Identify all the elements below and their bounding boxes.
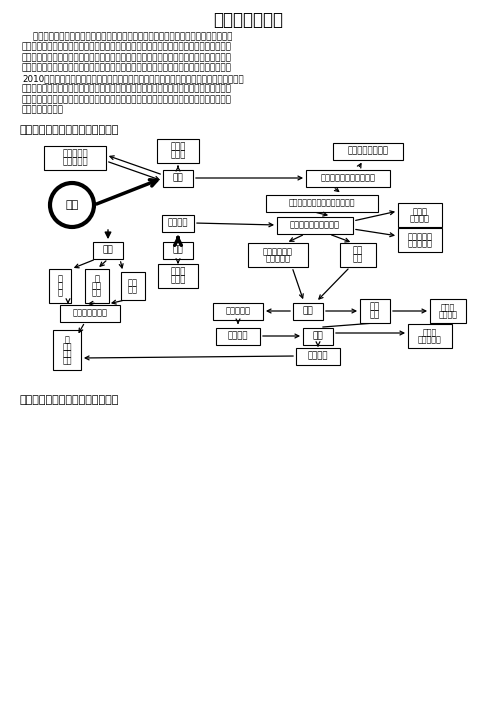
- Text: 恒星年: 恒星年: [170, 275, 186, 284]
- Text: 地面高度: 地面高度: [308, 352, 328, 361]
- Text: 相绝: 相绝: [62, 356, 72, 365]
- Bar: [277, 216, 353, 234]
- Text: 一、各种地理计算之间的知识网络: 一、各种地理计算之间的知识网络: [20, 125, 120, 135]
- Text: 对高: 对高: [62, 349, 72, 358]
- Text: 自转: 自转: [173, 173, 184, 183]
- Text: 中心对称点的计算: 中心对称点的计算: [348, 147, 388, 156]
- Bar: [49, 269, 71, 303]
- Text: 例: 例: [58, 282, 62, 291]
- Text: 不等周期的分界线及范围的计算: 不等周期的分界线及范围的计算: [289, 199, 355, 208]
- Bar: [157, 139, 199, 163]
- Text: 速度的计算: 速度的计算: [62, 150, 88, 159]
- Text: 尺: 尺: [58, 274, 62, 284]
- Text: 太阳直射点的回归运动: 太阳直射点的回归运动: [290, 220, 340, 230]
- Text: 图上距离的计算: 图上距离的计算: [72, 308, 108, 317]
- Bar: [162, 215, 194, 232]
- Bar: [303, 328, 333, 345]
- Bar: [158, 264, 198, 288]
- Text: 恒星日: 恒星日: [170, 150, 186, 159]
- Text: 专题：地理计算: 专题：地理计算: [213, 11, 283, 29]
- Bar: [60, 305, 120, 322]
- Bar: [293, 303, 323, 319]
- Text: 气温: 气温: [303, 307, 313, 315]
- Text: 气压梯度: 气压梯度: [228, 331, 248, 340]
- Text: 长短: 长短: [353, 247, 363, 256]
- Text: 太阳直射点: 太阳直射点: [408, 239, 433, 248]
- Bar: [93, 241, 123, 258]
- Text: 理学科高考考试说明中十点能力要求之一，也是高考地理考查的基本技能之一。对这部分内: 理学科高考考试说明中十点能力要求之一，也是高考地理考查的基本技能之一。对这部分内: [22, 43, 232, 51]
- Text: 黄赤交角: 黄赤交角: [168, 218, 188, 227]
- Text: 地理学科中有关计算的内容具有很强的实用性，也是地理学的重点和难点知识，它是地: 地理学科中有关计算的内容具有很强的实用性，也是地理学的重点和难点知识，它是地: [22, 32, 233, 41]
- Text: 容的考查，可以反映出考生的地理素质水平和学习潜质，也能很好地体现出地理高考试题能: 容的考查，可以反映出考生的地理素质水平和学习潜质，也能很好地体现出地理高考试题能: [22, 53, 232, 62]
- Bar: [266, 194, 378, 211]
- Text: 密度: 密度: [370, 303, 380, 312]
- Text: 正午太阳高度: 正午太阳高度: [263, 247, 293, 256]
- Text: 度: 度: [95, 274, 100, 284]
- Text: 公转: 公转: [173, 246, 184, 255]
- Text: 高度: 高度: [128, 278, 138, 287]
- Text: 的计算: 的计算: [423, 328, 437, 337]
- Bar: [163, 241, 193, 258]
- Bar: [44, 146, 106, 170]
- Text: 太阳日: 太阳日: [170, 143, 186, 152]
- Text: 地图: 地图: [103, 246, 114, 255]
- Text: 回归周期: 回归周期: [410, 214, 430, 223]
- Text: 分值不等的地理计算类题目，从而使其成为了全国及各地高考地理试题的一大亮点。但部分: 分值不等的地理计算类题目，从而使其成为了全国及各地高考地理试题的一大亮点。但部分: [22, 84, 232, 93]
- Bar: [85, 269, 109, 303]
- Text: 回归年: 回归年: [170, 267, 186, 277]
- Text: 增长率: 增长率: [441, 303, 455, 312]
- Bar: [398, 203, 442, 227]
- Bar: [398, 228, 442, 252]
- Text: 度: 度: [64, 335, 69, 344]
- Text: 昼夜: 昼夜: [353, 254, 363, 263]
- Text: 的计算: 的计算: [413, 207, 428, 216]
- Text: 海拔: 海拔: [312, 331, 323, 340]
- Bar: [213, 303, 263, 319]
- Text: 和经: 和经: [92, 282, 102, 291]
- Bar: [340, 243, 376, 267]
- Text: 坐标的计算: 坐标的计算: [408, 232, 433, 241]
- Text: 地球自转线: 地球自转线: [62, 157, 88, 166]
- Bar: [306, 169, 390, 187]
- Text: 力立意的基本原则。因而，这部分内容一直是高考地理命题和文综命题的热点和焦点之一。: 力立意的基本原则。因而，这部分内容一直是高考地理命题和文综命题的热点和焦点之一。: [22, 63, 232, 72]
- Bar: [333, 143, 403, 159]
- Text: 人口自然: 人口自然: [438, 310, 457, 319]
- Text: 二、各种地理计算的基本原理精析: 二、各种地理计算的基本原理精析: [20, 395, 120, 405]
- Text: 考生由于计算技能、技巧不过关，往往降低了该类题目的得分率，因此高考复习中，我们必: 考生由于计算技能、技巧不过关，往往降低了该类题目的得分率，因此高考复习中，我们必: [22, 95, 232, 104]
- Text: 纬度: 纬度: [92, 289, 102, 298]
- Text: 逆温的计算: 逆温的计算: [226, 307, 250, 315]
- Text: 太阳高度和: 太阳高度和: [265, 254, 291, 263]
- Bar: [408, 324, 452, 348]
- Bar: [430, 299, 466, 323]
- Bar: [53, 330, 81, 370]
- Text: 地球: 地球: [65, 200, 79, 210]
- Bar: [248, 243, 308, 267]
- Text: 比: 比: [58, 289, 62, 298]
- Text: 地面: 地面: [128, 285, 138, 294]
- Text: 2010年高考中全国、北京、天津、新课程等综合卷及广东卷、江苏等地理单科试卷都涉及了: 2010年高考中全国、北京、天津、新课程等综合卷及广东卷、江苏等地理单科试卷都涉…: [22, 74, 244, 83]
- Text: 城市化水平: 城市化水平: [418, 335, 442, 344]
- Bar: [163, 169, 193, 187]
- Text: 须引起足够重视。: 须引起足够重视。: [22, 105, 64, 114]
- Bar: [360, 299, 390, 323]
- Text: 人口: 人口: [370, 310, 380, 319]
- Bar: [296, 347, 340, 364]
- Text: 高度: 高度: [62, 342, 72, 351]
- Bar: [121, 272, 145, 300]
- Bar: [216, 328, 260, 345]
- Text: 时区、区时、地方时计算: 时区、区时、地方时计算: [320, 173, 375, 183]
